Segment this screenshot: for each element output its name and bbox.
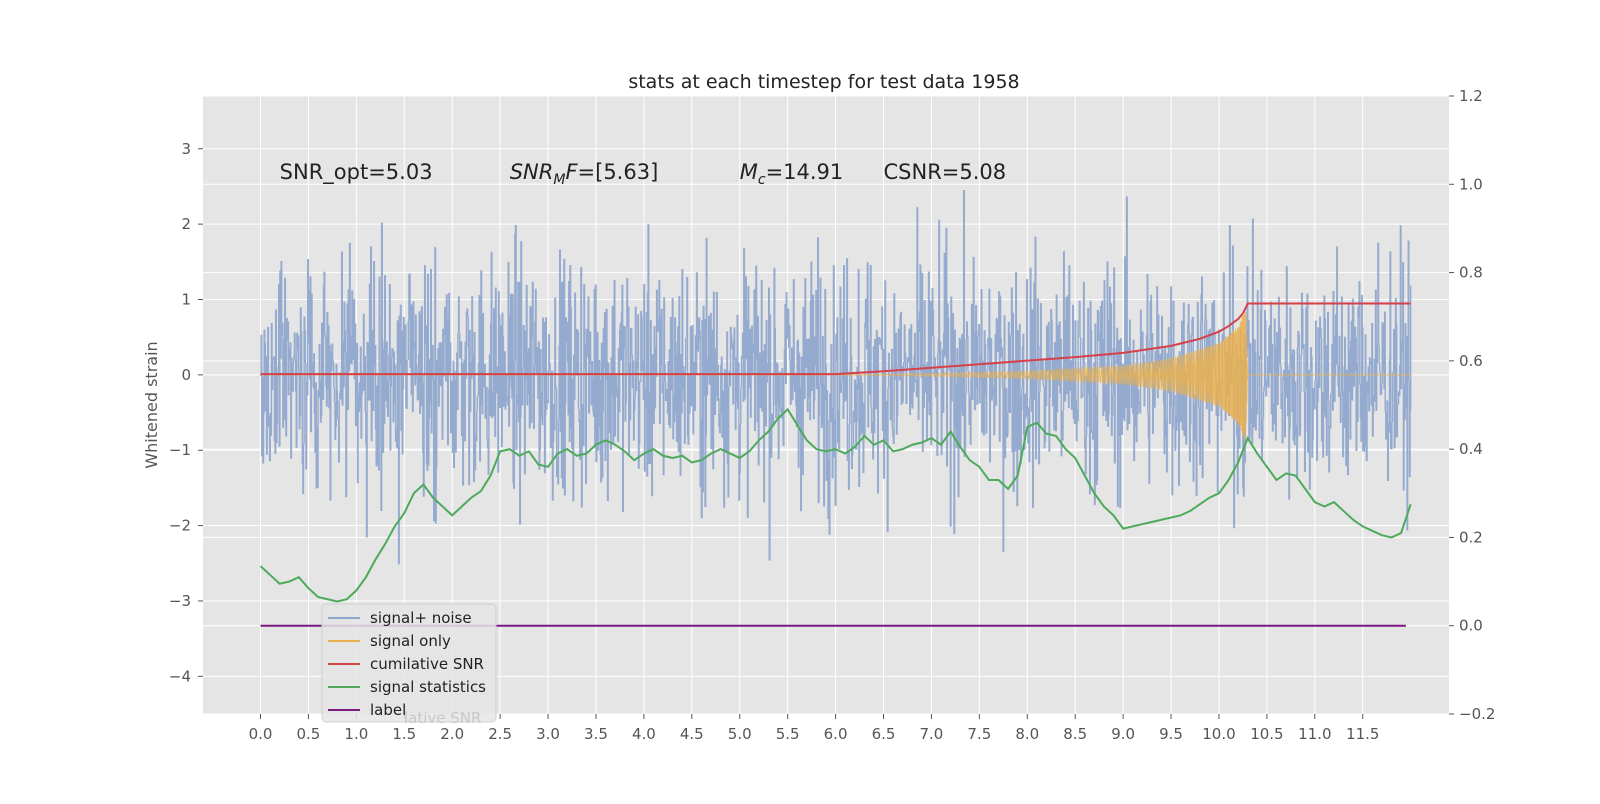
x-tick-label: 7.0 — [920, 725, 944, 743]
x-tick-label: 1.0 — [344, 725, 368, 743]
y-axis-label: Whitened strain — [142, 341, 161, 468]
annotation-csnr: CSNR=5.08 — [884, 160, 1007, 184]
legend: lative SNR signal+ noise signal only cumila… — [321, 603, 497, 727]
legend-label: signal statistics — [370, 678, 486, 696]
y2-tick-label: 0.8 — [1459, 264, 1483, 282]
x-tick-label: 10.0 — [1202, 725, 1235, 743]
x-tick-label: 11.5 — [1346, 725, 1379, 743]
x-tick-label: 9.0 — [1111, 725, 1135, 743]
x-tick-label: 10.5 — [1250, 725, 1283, 743]
x-tick-label: 8.0 — [1015, 725, 1039, 743]
signal-statistics-line — [259, 407, 1412, 603]
x-tick-label: 2.5 — [488, 725, 512, 743]
x-tick-label: 0.0 — [249, 725, 273, 743]
annotation-layer: SNR_opt=5.03 SNRMF=[5.63] Mc=14.91 CSNR=5.0… — [280, 160, 1006, 188]
legend-label: label — [370, 701, 406, 719]
cumilative-snr-line — [260, 302, 1411, 376]
x-tick-label: 11.0 — [1298, 725, 1331, 743]
x-tick-label: 5.5 — [776, 725, 800, 743]
x-tick-label: 8.5 — [1063, 725, 1087, 743]
y-tick-label: 3 — [181, 140, 191, 158]
y2-tick-label: 1.2 — [1459, 87, 1483, 105]
y2-tick-label: 0.4 — [1459, 440, 1483, 458]
y-tick-label: −2 — [169, 517, 191, 535]
y-tick-label: −4 — [169, 667, 191, 685]
signal-only-line — [260, 312, 1411, 441]
axes-layer: 0.0 0.5 1.0 1.5 2.0 2.5 3.0 3.5 4.0 4.5 5.0 5.5 6.0 6… — [169, 87, 1496, 743]
x-tick-label: 2.0 — [440, 725, 464, 743]
x-tick-label: 1.5 — [392, 725, 416, 743]
x-tick-label: 3.0 — [536, 725, 560, 743]
legend-ghost-text: lative SNR — [404, 709, 481, 727]
y2-tick-label: −0.2 — [1459, 705, 1495, 723]
y-tick-label: −3 — [169, 592, 191, 610]
y-tick-label: −1 — [169, 441, 191, 459]
y2-tick-label: 0.2 — [1459, 528, 1483, 546]
y2-tick-label: 0.6 — [1459, 352, 1483, 370]
signal-only-series — [260, 312, 1411, 441]
annotation-snr-opt: SNR_opt=5.03 — [280, 160, 433, 185]
x-tick-label: 6.5 — [872, 725, 896, 743]
x-tick-label: 7.5 — [967, 725, 991, 743]
y-tick-label: 2 — [181, 215, 191, 233]
x-tick-label: 4.5 — [680, 725, 704, 743]
legend-label: signal+ noise — [370, 609, 472, 627]
chart-title: stats at each timestep for test data 195… — [628, 71, 1019, 93]
y-tick-label: 1 — [181, 290, 191, 308]
legend-label: signal only — [370, 632, 451, 650]
x-tick-label: 6.0 — [824, 725, 848, 743]
legend-box — [321, 603, 497, 723]
x-tick-label: 5.0 — [728, 725, 752, 743]
x-tick-label: 4.0 — [632, 725, 656, 743]
y2-tick-label: 0.0 — [1459, 617, 1483, 635]
x-tick-label: 3.5 — [584, 725, 608, 743]
y2-tick-label: 1.0 — [1459, 175, 1483, 193]
y-tick-label: 0 — [181, 366, 191, 384]
x-tick-label: 0.5 — [297, 725, 321, 743]
x-tick-label: 9.5 — [1159, 725, 1183, 743]
legend-label: cumilative SNR — [370, 655, 484, 673]
annotation-snr-mf: SNRMF=[5.63] — [510, 160, 659, 188]
annotation-mc: Mc=14.91 — [740, 160, 844, 188]
